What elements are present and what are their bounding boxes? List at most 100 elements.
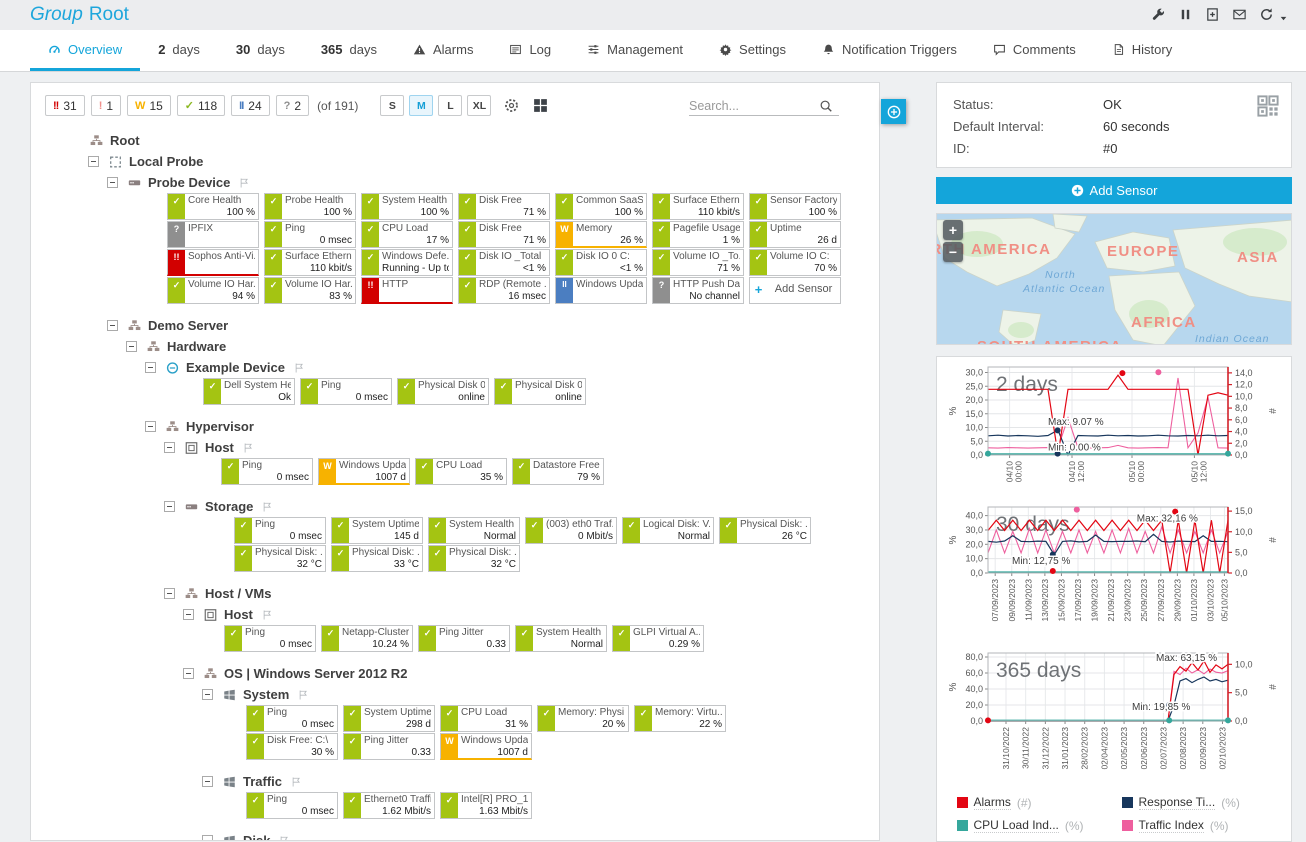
view-settings-icon[interactable]	[503, 97, 520, 114]
sensor-tile-cpu-load[interactable]: ✓ CPU Load 17 %	[361, 221, 453, 248]
filter-paused[interactable]: II 24	[231, 95, 270, 116]
expander-icon[interactable]	[164, 588, 175, 599]
filter-unknown[interactable]: ? 2	[275, 95, 310, 116]
expander-icon[interactable]	[183, 668, 194, 679]
sensor-tile-common-saas[interactable]: ✓Common SaaS...100 %	[555, 193, 647, 220]
tree-node-system[interactable]: System	[31, 684, 879, 705]
tab-management[interactable]: Management	[569, 30, 701, 71]
sensor-tile-volume-io-to[interactable]: ✓ Volume IO _To... 71 %	[652, 249, 744, 276]
add-sensor-tile[interactable]: + Add Sensor	[749, 277, 841, 304]
sensor-tile-system-uptime[interactable]: ✓ System Uptime 145 d	[331, 517, 423, 544]
tile-size-xl[interactable]: XL	[467, 95, 492, 116]
search-input[interactable]	[689, 97, 819, 115]
tab-notification-triggers[interactable]: Notification Triggers	[804, 30, 975, 71]
sensor-tile-ping-jitter[interactable]: ✓ Ping Jitter 0.33	[418, 625, 510, 652]
sensor-tile-sensor-factory[interactable]: ✓ Sensor Factory 100 %	[749, 193, 841, 220]
tree-node-probe-device[interactable]: Probe Device	[31, 172, 879, 193]
email-icon[interactable]	[1232, 7, 1247, 22]
sensor-tile-uptime[interactable]: ✓ Uptime 26 d	[749, 221, 841, 248]
sensor-tile-http-push-da[interactable]: ?HTTP Push Da...No channel	[652, 277, 744, 304]
tree-node-root[interactable]: Root	[31, 130, 879, 151]
sensor-tile-volume-io-har[interactable]: ✓ Volume IO Har... 83 %	[264, 277, 356, 304]
sensor-tile-sophos-anti-vi[interactable]: !! Sophos Anti-Vi...	[167, 249, 259, 276]
sensor-tile-disk-free[interactable]: ✓ Disk Free 71 %	[458, 221, 550, 248]
sensor-tile-system-health[interactable]: ✓ System Health Normal	[428, 517, 520, 544]
tab-settings[interactable]: Settings	[701, 30, 804, 71]
sensor-tile-memory[interactable]: W Memory 26 %	[555, 221, 647, 248]
tree-node-hardware[interactable]: Hardware	[31, 336, 879, 357]
sensor-tile-surface-ethern[interactable]: ✓Surface Ethern...110 kbit/s	[264, 249, 356, 276]
tree-node-storage[interactable]: Storage	[31, 496, 879, 517]
tree-node-example-device[interactable]: Example Device	[31, 357, 879, 378]
refresh-icon[interactable]	[1259, 7, 1274, 22]
tab-overview[interactable]: Overview	[30, 30, 141, 71]
sensor-tile-netapp-cluster[interactable]: ✓Netapp-Cluster...10.24 %	[321, 625, 413, 652]
sensor-tile-rdp-remote[interactable]: ✓ RDP (Remote ... 16 msec	[458, 277, 550, 304]
sensor-tile-physical-disk[interactable]: ✓ Physical Disk: ... 33 °C	[331, 545, 423, 572]
expander-icon[interactable]	[202, 689, 213, 700]
sensor-tile-pagefile-usage[interactable]: ✓ Pagefile Usage 1 %	[652, 221, 744, 248]
expander-icon[interactable]	[202, 835, 213, 840]
filter-up[interactable]: ✓ 118	[176, 95, 226, 116]
tree-node-host-vms[interactable]: Host / VMs	[31, 583, 879, 604]
tree-node-demo-server[interactable]: Demo Server	[31, 315, 879, 336]
sensor-tile-disk-free-c[interactable]: ✓ Disk Free: C:\ 30 %	[246, 733, 338, 760]
tab-30-days[interactable]: 30 days	[235, 41, 285, 57]
sensor-tile-disk-io-0-c[interactable]: ✓ Disk IO 0 C: <1 %	[555, 249, 647, 276]
sensor-tile-physical-disk-0[interactable]: ✓Physical Disk 0...online	[494, 378, 586, 405]
tree-node-traffic[interactable]: Traffic	[31, 771, 879, 792]
tile-size-l[interactable]: L	[438, 95, 463, 116]
expander-icon[interactable]	[164, 501, 175, 512]
tree-node-disk[interactable]: Disk	[31, 830, 879, 840]
sensor-tile-ping[interactable]: ✓ Ping 0 msec	[234, 517, 326, 544]
tile-size-m[interactable]: M	[409, 95, 434, 116]
sensor-tile-ping[interactable]: ✓ Ping 0 msec	[264, 221, 356, 248]
tab-365-days[interactable]: 365 days	[320, 41, 377, 57]
sensor-tile-windows-defe[interactable]: ✓Windows Defe...Running - Up to D...	[361, 249, 453, 276]
expander-icon[interactable]	[145, 362, 156, 373]
expander-icon[interactable]	[126, 341, 137, 352]
tree-node-host[interactable]: Host	[31, 437, 879, 458]
tab-2-days[interactable]: 2 days	[158, 41, 200, 57]
expander-icon[interactable]	[145, 421, 156, 432]
sensor-tile-disk-io-total[interactable]: ✓ Disk IO _Total <1 %	[458, 249, 550, 276]
tile-size-s[interactable]: S	[380, 95, 405, 116]
sensor-tile-datastore-free[interactable]: ✓Datastore Free...79 %	[512, 458, 604, 485]
sensor-tile-ping[interactable]: ✓ Ping 0 msec	[224, 625, 316, 652]
legend-item-alarms[interactable]: Alarms (#)	[956, 795, 1122, 810]
legend-item-response-ti[interactable]: Response Ti... (%)	[1121, 795, 1272, 810]
filter-down-ack[interactable]: ! 1	[90, 95, 122, 116]
sensor-tile-ipfix[interactable]: ? IPFIX	[167, 221, 259, 248]
add-object-button[interactable]	[881, 99, 906, 124]
sensor-tile-cpu-load[interactable]: ✓ CPU Load 35 %	[415, 458, 507, 485]
expander-icon[interactable]	[202, 776, 213, 787]
sensor-tile-disk-free[interactable]: ✓ Disk Free 71 %	[458, 193, 550, 220]
tree-node-host[interactable]: Host	[31, 604, 879, 625]
legend-item-cpu-load-ind[interactable]: CPU Load Ind... (%)	[956, 818, 1122, 833]
search-icon[interactable]	[819, 99, 833, 113]
sensor-tile-ping[interactable]: ✓ Ping 0 msec	[246, 792, 338, 819]
map-zoom-in-button[interactable]: +	[943, 220, 963, 240]
sensor-tile-ping-jitter[interactable]: ✓ Ping Jitter 0.33	[343, 733, 435, 760]
tab-log[interactable]: Log	[491, 30, 569, 71]
sensor-tile-core-health[interactable]: ✓ Core Health 100 %	[167, 193, 259, 220]
legend-item-traffic-index[interactable]: Traffic Index (%)	[1121, 818, 1272, 833]
sensor-tile-ping[interactable]: ✓ Ping 0 msec	[300, 378, 392, 405]
qr-code-icon[interactable]	[1257, 95, 1279, 117]
sensor-tile-physical-disk[interactable]: ✓ Physical Disk: ... 32 °C	[428, 545, 520, 572]
sensor-tile-cpu-load[interactable]: ✓ CPU Load 31 %	[440, 705, 532, 732]
tree-node-hypervisor[interactable]: Hypervisor	[31, 416, 879, 437]
sensor-tile-003-eth0-traf[interactable]: ✓ (003) eth0 Traf... 0 Mbit/s	[525, 517, 617, 544]
sensor-tile-http[interactable]: !! HTTP	[361, 277, 453, 304]
tree-node-os-windows-server-2012-r2[interactable]: OS | Windows Server 2012 R2	[31, 663, 879, 684]
expander-icon[interactable]	[183, 609, 194, 620]
sensor-tile-memory-virtu[interactable]: ✓ Memory: Virtu... 22 %	[634, 705, 726, 732]
sensor-tile-physical-disk[interactable]: ✓ Physical Disk: ... 32 °C	[234, 545, 326, 572]
sensor-tile-dell-system-he[interactable]: ✓Dell System He...Ok	[203, 378, 295, 405]
sensor-tile-glpi-virtual-a[interactable]: ✓ GLPI Virtual A... 0.29 %	[612, 625, 704, 652]
sensor-tile-volume-io-har[interactable]: ✓ Volume IO Har... 94 %	[167, 277, 259, 304]
sensor-tile-volume-io-c[interactable]: ✓ Volume IO C: 70 %	[749, 249, 841, 276]
sensor-tile-physical-disk[interactable]: ✓ Physical Disk: ... 26 °C	[719, 517, 811, 544]
